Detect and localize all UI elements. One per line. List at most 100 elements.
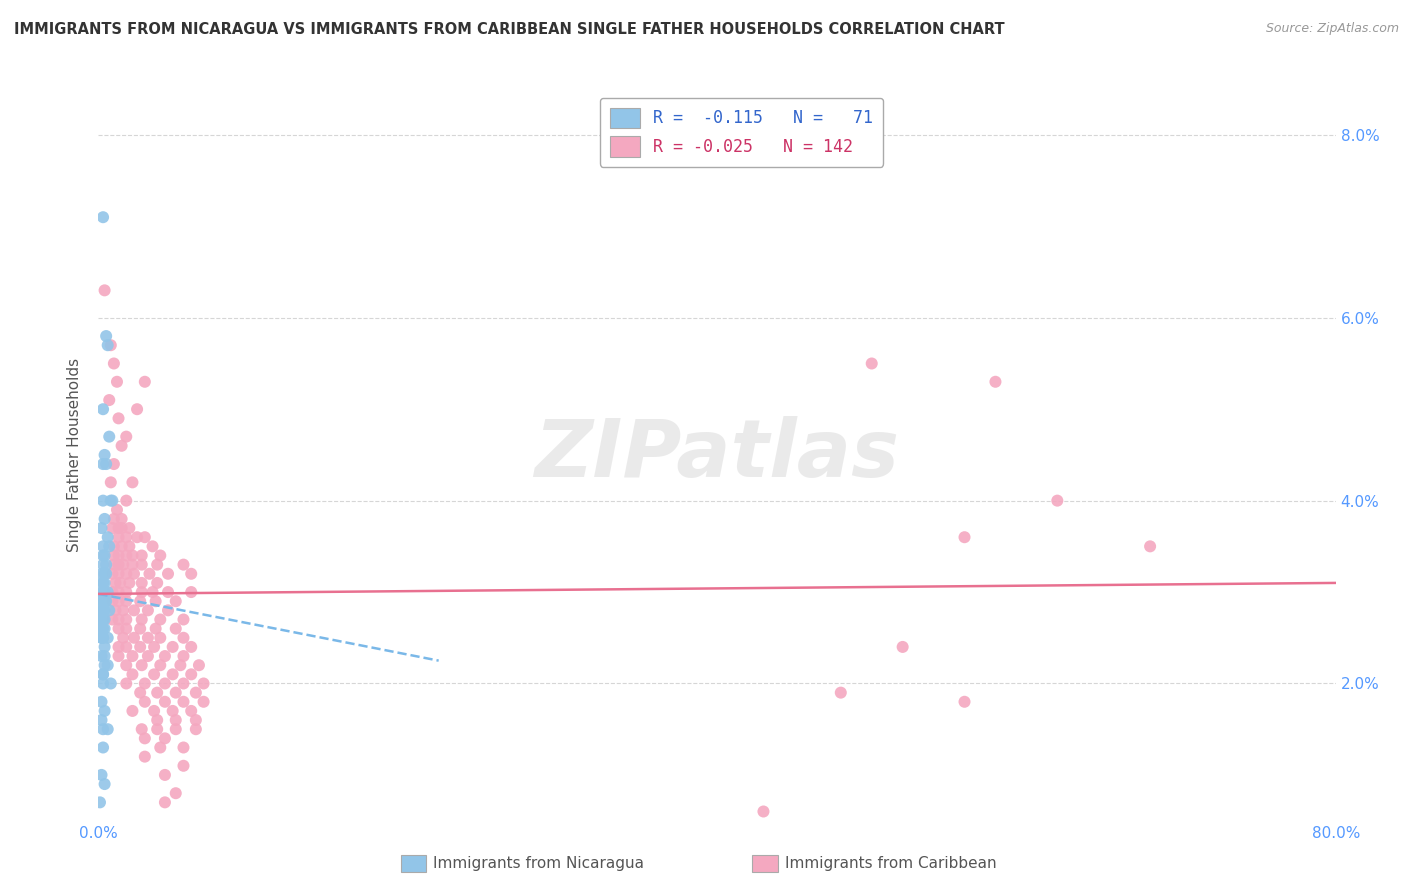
Point [91,402,114,417]
Point [153,796,176,810]
Point [860,356,883,371]
Point [91,676,114,690]
Point [143,640,166,654]
Point [143,667,166,681]
Point [165,723,187,737]
Point [830,685,852,699]
Point [136,649,159,664]
Point [107,549,129,563]
Legend: R =  -0.115   N =   71, R = -0.025   N = 142: R = -0.115 N = 71, R = -0.025 N = 142 [600,97,883,167]
Point [101,493,124,508]
Point [118,576,141,591]
Point [96,558,118,572]
Point [100,493,122,508]
Point [107,649,129,664]
Point [142,539,165,553]
Point [98,430,121,444]
Point [127,530,149,544]
Point [752,805,775,819]
Point [93,603,115,617]
Point [165,685,187,699]
Point [91,576,114,591]
Point [122,631,145,645]
Point [129,640,152,654]
Point [90,695,112,709]
Point [122,566,145,581]
Point [100,676,122,690]
Point [149,549,172,563]
Point [107,521,129,535]
Point [115,658,138,673]
Point [121,558,143,572]
Point [134,530,156,544]
Point [984,375,1007,389]
Point [91,723,114,737]
Point [91,613,114,627]
Point [142,585,165,599]
Point [103,539,125,553]
Point [91,631,114,645]
Point [107,594,129,608]
Point [157,603,180,617]
Point [90,631,112,645]
Point [122,603,145,617]
Point [98,393,121,408]
Point [118,539,141,553]
Point [173,676,195,690]
Point [165,594,187,608]
Point [91,667,114,681]
Point [184,723,207,737]
Point [131,723,153,737]
Point [107,558,129,572]
Point [104,576,127,591]
Point [96,457,118,471]
Point [145,622,167,636]
Point [91,585,114,599]
Point [91,211,114,225]
Point [91,457,114,471]
Point [112,631,135,645]
Point [173,695,195,709]
Point [107,566,129,581]
Point [146,723,169,737]
Point [93,448,115,462]
Point [115,613,138,627]
Point [157,566,180,581]
Point [93,576,115,591]
Point [180,667,202,681]
Point [108,576,131,591]
Point [90,521,112,535]
Point [153,768,176,782]
Point [162,667,184,681]
Point [97,530,120,544]
Point [93,566,115,581]
Point [121,667,143,681]
Point [93,549,115,563]
Point [115,585,138,599]
Point [105,503,128,517]
Point [180,566,202,581]
Point [146,558,169,572]
Point [97,585,120,599]
Text: ZIPatlas: ZIPatlas [534,416,900,494]
Point [93,613,115,627]
Point [112,558,135,572]
Point [101,594,124,608]
Point [91,613,114,627]
Point [100,338,122,352]
Point [90,594,112,608]
Point [173,740,195,755]
Point [162,704,184,718]
Point [107,530,129,544]
Point [131,585,153,599]
Point [89,613,111,627]
Point [153,731,176,746]
Point [90,566,112,581]
Point [149,740,172,755]
Point [90,768,112,782]
Point [1139,539,1161,553]
Point [91,667,114,681]
Point [115,640,138,654]
Point [91,594,114,608]
Point [111,521,134,535]
